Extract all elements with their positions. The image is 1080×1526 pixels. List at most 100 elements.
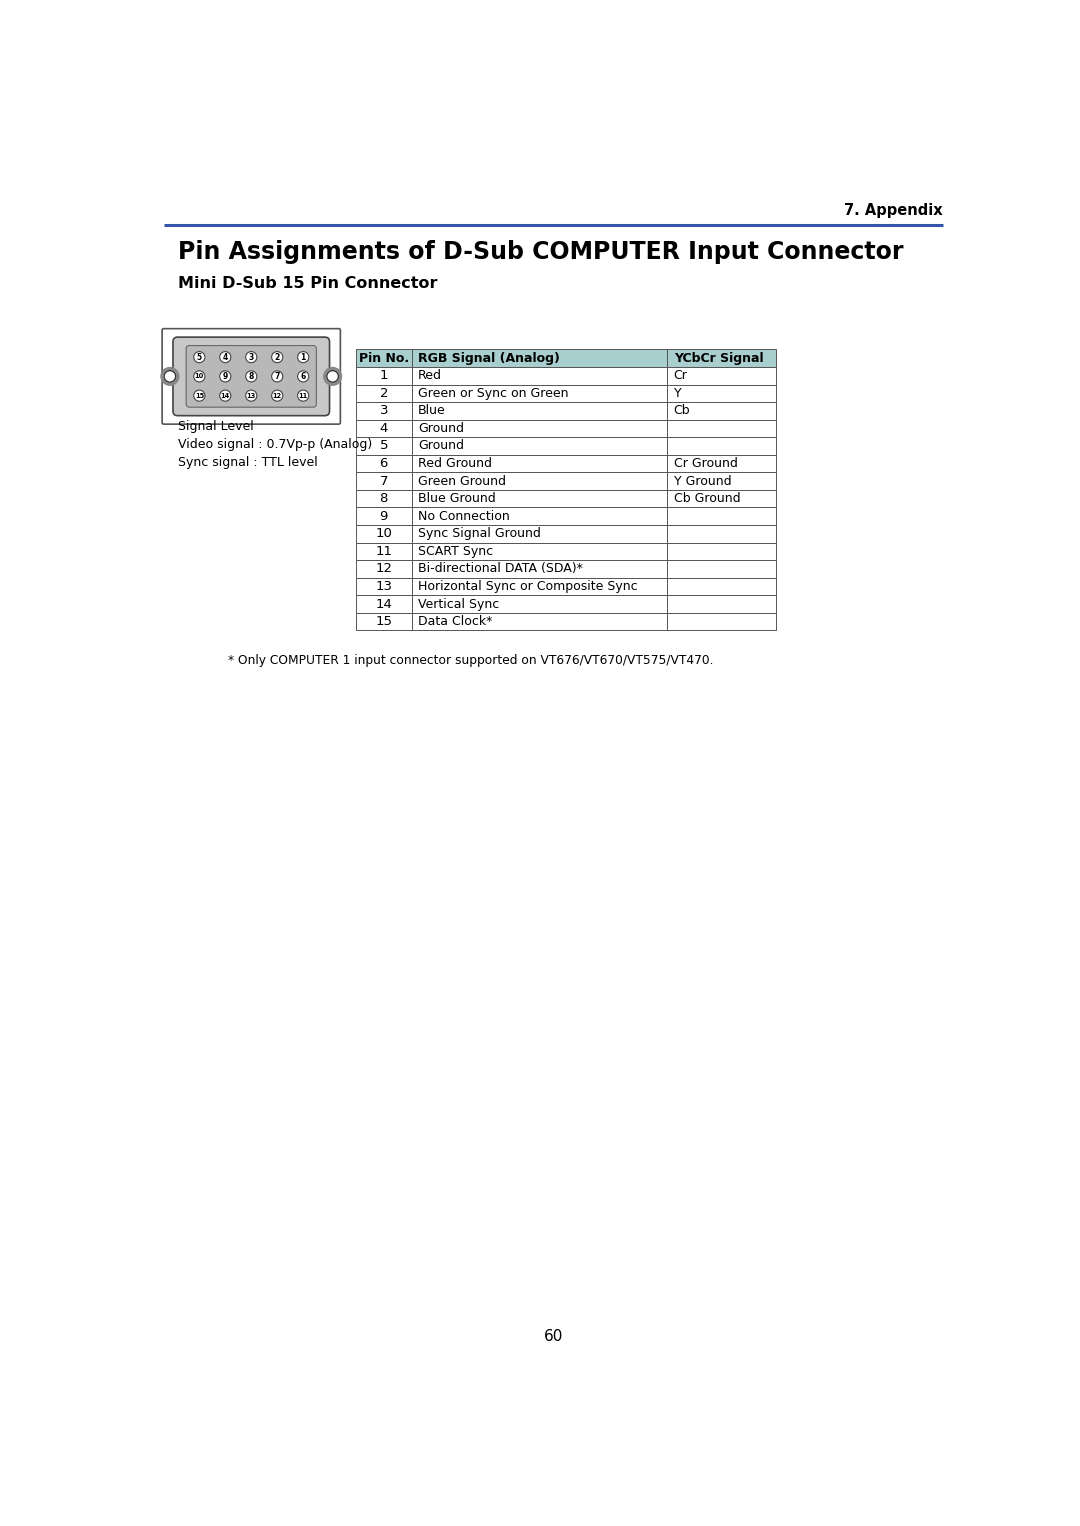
Text: 6: 6 xyxy=(300,372,306,382)
Text: 5: 5 xyxy=(197,353,202,362)
Bar xyxy=(356,578,411,595)
Text: Signal Level: Signal Level xyxy=(177,420,254,433)
Text: Pin No.: Pin No. xyxy=(359,351,409,365)
Circle shape xyxy=(324,368,341,385)
Bar xyxy=(356,490,411,508)
Text: 3: 3 xyxy=(248,353,254,362)
Bar xyxy=(411,385,667,403)
Circle shape xyxy=(245,351,257,363)
Bar xyxy=(667,385,775,403)
Bar xyxy=(667,473,775,490)
Bar xyxy=(667,578,775,595)
Circle shape xyxy=(193,391,205,401)
Text: 6: 6 xyxy=(379,458,388,470)
Text: 7. Appendix: 7. Appendix xyxy=(843,203,943,218)
FancyBboxPatch shape xyxy=(162,328,340,424)
Text: Red Ground: Red Ground xyxy=(418,458,491,470)
Bar xyxy=(667,349,775,366)
Bar xyxy=(356,385,411,403)
Bar xyxy=(356,560,411,578)
Text: 8: 8 xyxy=(248,372,254,382)
Circle shape xyxy=(272,391,283,401)
Bar xyxy=(356,349,411,366)
Circle shape xyxy=(272,371,283,382)
Bar xyxy=(411,578,667,595)
Text: 11: 11 xyxy=(375,545,392,559)
Bar xyxy=(411,560,667,578)
Text: 60: 60 xyxy=(544,1329,563,1344)
Text: Horizontal Sync or Composite Sync: Horizontal Sync or Composite Sync xyxy=(418,580,637,594)
Text: Green Ground: Green Ground xyxy=(418,475,505,488)
Bar xyxy=(667,525,775,543)
Text: 8: 8 xyxy=(379,493,388,505)
Text: 1: 1 xyxy=(379,369,388,383)
Bar xyxy=(356,366,411,385)
Text: Y Ground: Y Ground xyxy=(674,475,731,488)
Bar xyxy=(356,508,411,525)
Bar xyxy=(411,366,667,385)
Text: Blue: Blue xyxy=(418,404,446,418)
Text: 5: 5 xyxy=(379,439,388,453)
Circle shape xyxy=(327,371,338,382)
Text: 10: 10 xyxy=(376,528,392,540)
Bar xyxy=(411,403,667,420)
Bar xyxy=(667,490,775,508)
Bar xyxy=(667,508,775,525)
Text: 14: 14 xyxy=(376,598,392,610)
Text: Cb: Cb xyxy=(674,404,690,418)
Bar xyxy=(356,525,411,543)
Bar xyxy=(356,613,411,630)
Text: Pin Assignments of D-Sub COMPUTER Input Connector: Pin Assignments of D-Sub COMPUTER Input … xyxy=(177,240,903,264)
Circle shape xyxy=(219,391,231,401)
Text: 2: 2 xyxy=(379,386,388,400)
Circle shape xyxy=(245,371,257,382)
Text: Cb Ground: Cb Ground xyxy=(674,493,740,505)
Bar xyxy=(667,403,775,420)
Text: 13: 13 xyxy=(246,392,256,398)
Bar xyxy=(667,560,775,578)
Circle shape xyxy=(193,371,205,382)
Circle shape xyxy=(219,371,231,382)
Bar xyxy=(411,613,667,630)
Text: Video signal : 0.7Vp-p (Analog): Video signal : 0.7Vp-p (Analog) xyxy=(177,438,372,452)
Text: 12: 12 xyxy=(375,563,392,575)
Bar xyxy=(411,490,667,508)
Text: Y: Y xyxy=(674,386,681,400)
Text: 13: 13 xyxy=(375,580,392,594)
Text: Data Clock*: Data Clock* xyxy=(418,615,492,629)
Text: 7: 7 xyxy=(274,372,280,382)
Circle shape xyxy=(193,351,205,363)
Text: 4: 4 xyxy=(222,353,228,362)
Bar xyxy=(356,543,411,560)
Text: Ground: Ground xyxy=(418,423,464,435)
FancyBboxPatch shape xyxy=(173,337,329,415)
Circle shape xyxy=(298,391,309,401)
Text: No Connection: No Connection xyxy=(418,510,510,523)
Text: 1: 1 xyxy=(300,353,306,362)
Bar xyxy=(667,438,775,455)
Text: SCART Sync: SCART Sync xyxy=(418,545,492,559)
Bar xyxy=(667,613,775,630)
Text: Sync Signal Ground: Sync Signal Ground xyxy=(418,528,541,540)
Text: Green or Sync on Green: Green or Sync on Green xyxy=(418,386,568,400)
Text: 14: 14 xyxy=(220,392,230,398)
Circle shape xyxy=(245,391,257,401)
Text: RGB Signal (Analog): RGB Signal (Analog) xyxy=(418,351,559,365)
Bar xyxy=(411,543,667,560)
Text: 9: 9 xyxy=(379,510,388,523)
FancyBboxPatch shape xyxy=(186,345,316,407)
Bar xyxy=(356,595,411,613)
Circle shape xyxy=(272,351,283,363)
Text: Red: Red xyxy=(418,369,442,383)
Text: Vertical Sync: Vertical Sync xyxy=(418,598,499,610)
Bar xyxy=(411,455,667,473)
Text: 15: 15 xyxy=(194,392,204,398)
Text: 9: 9 xyxy=(222,372,228,382)
Text: * Only COMPUTER 1 input connector supported on VT676/VT670/VT575/VT470.: * Only COMPUTER 1 input connector suppor… xyxy=(228,655,714,667)
Text: YCbCr Signal: YCbCr Signal xyxy=(674,351,764,365)
Circle shape xyxy=(161,368,179,385)
Text: 15: 15 xyxy=(375,615,392,629)
Bar xyxy=(667,543,775,560)
Bar xyxy=(356,473,411,490)
Bar xyxy=(356,438,411,455)
